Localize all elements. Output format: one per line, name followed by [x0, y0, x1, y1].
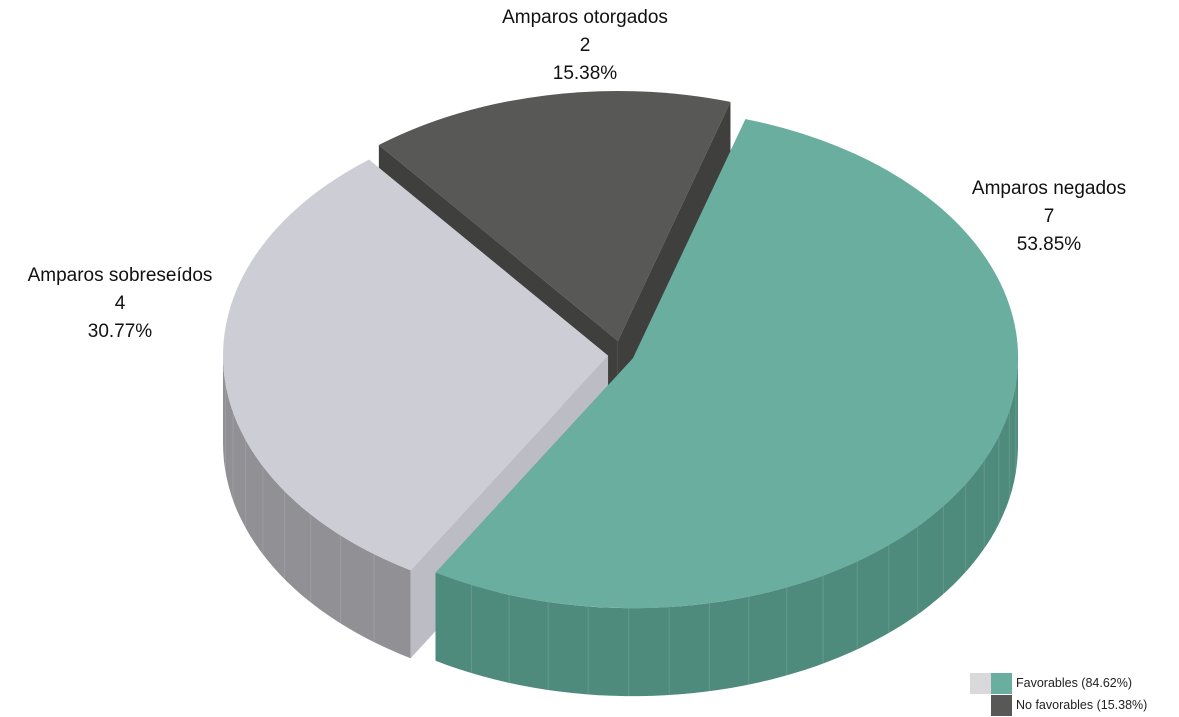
slice-side-1-0: [223, 355, 411, 659]
slice-label-otorgados: Amparos otorgados 2 15.38%: [485, 4, 685, 88]
slice-name: Amparos sobreseídos: [27, 265, 213, 286]
legend-label: Favorables (84.62%): [1016, 676, 1133, 690]
legend-swatch-favorables-b: [991, 673, 1012, 694]
pie-tops: [223, 90, 1019, 609]
legend-swatch-favorables-a: [970, 673, 991, 694]
slice-top-0: [435, 119, 1019, 609]
slice-top-2: [378, 90, 731, 341]
slice-value: 4: [114, 293, 126, 314]
slice-percent: 15.38%: [552, 63, 618, 84]
slice-name: Amparos otorgados: [502, 7, 668, 28]
legend-swatch-no-favorables: [991, 695, 1012, 716]
slice-label-negados: Amparos negados 7 53.85%: [949, 175, 1149, 259]
slice-name: Amparos negados: [971, 178, 1127, 199]
slice-side-0-0: [435, 358, 1019, 697]
slice-top-1: [223, 159, 609, 571]
slice-percent: 30.77%: [87, 321, 153, 342]
slice-value: 7: [1043, 206, 1055, 227]
slice-label-sobreseidos: Amparos sobreseídos 4 30.77%: [5, 262, 235, 346]
legend-label: No favorables (15.38%): [1016, 698, 1148, 712]
slice-value: 2: [579, 35, 591, 56]
slice-percent: 53.85%: [1016, 234, 1082, 255]
